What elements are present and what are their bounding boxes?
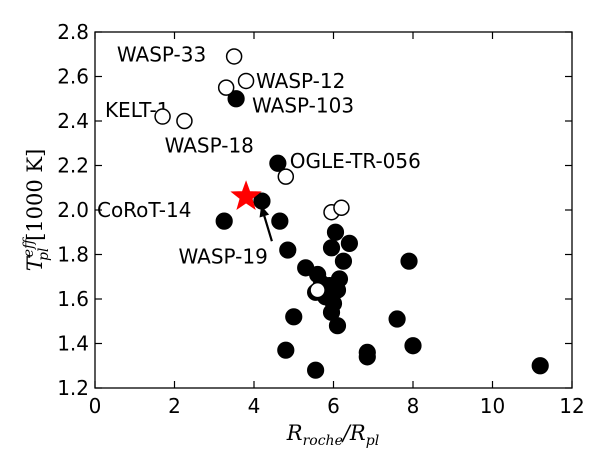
filled-data-point — [328, 317, 347, 335]
filled-data-point — [215, 212, 233, 230]
open-data-point — [333, 199, 350, 217]
y-tick-label: 2.4 — [57, 109, 89, 133]
filled-data-point — [279, 241, 297, 259]
filled-data-point — [271, 212, 289, 230]
y-tick-label: 1.8 — [57, 243, 89, 267]
planet-label: CoRoT-14 — [97, 198, 191, 222]
filled-data-point — [307, 361, 325, 379]
filled-data-point — [253, 192, 271, 210]
x-tick-label: 6 — [327, 394, 340, 418]
x-tick-label: 4 — [248, 394, 261, 418]
planet-label: WASP-18 — [165, 133, 254, 157]
y-tick-label: 2.6 — [57, 65, 89, 89]
filled-data-point — [334, 252, 353, 270]
filled-data-point — [285, 308, 303, 326]
planet-label: WASP-33 — [117, 42, 206, 66]
y-tick-label: 1.6 — [57, 287, 89, 311]
filled-data-point — [358, 348, 376, 366]
y-axis-label: Teffpl [1000 K] — [21, 149, 52, 272]
open-data-point — [237, 72, 255, 90]
filled-data-point — [322, 239, 341, 257]
open-data-point — [309, 281, 326, 299]
filled-data-point — [404, 337, 422, 355]
planet-label: WASP-19 — [178, 245, 267, 269]
open-data-point — [225, 48, 243, 65]
y-tick-label: 2.2 — [57, 154, 89, 178]
y-tick-label: 1.2 — [57, 376, 89, 400]
filled-data-point — [340, 234, 358, 252]
x-axis-label: Rroche/Rpl — [286, 421, 379, 449]
x-tick-label: 2 — [168, 394, 181, 418]
filled-data-point — [326, 223, 345, 241]
planet-label: OGLE-TR-056 — [290, 149, 421, 173]
axis-ticks: 0 2 4 6 8 10 12 1.2 1.4 1.6 1.8 2.0 2.2 2.4 2.6 2.8 — [57, 20, 585, 418]
open-data-point — [176, 112, 193, 130]
open-data-point — [277, 168, 295, 185]
y-tick-label: 2.0 — [57, 198, 89, 222]
x-tick-label: 12 — [559, 394, 584, 418]
filled-data-point — [227, 90, 245, 108]
filled-data-point — [400, 252, 418, 270]
x-tick-label: 8 — [407, 394, 420, 418]
plot-frame — [94, 31, 573, 389]
planet-label: WASP-12 — [256, 69, 345, 93]
y-tick-label: 2.8 — [57, 20, 89, 44]
planet-label: WASP-103 — [252, 93, 354, 117]
filled-data-point — [388, 310, 406, 328]
open-data-point — [154, 108, 171, 125]
star-data-point — [230, 180, 262, 210]
open-data-point — [217, 79, 235, 96]
y-tick-label: 1.4 — [57, 332, 89, 356]
filled-data-point — [277, 341, 295, 359]
filled-data-point — [269, 154, 287, 172]
filled-data-point — [531, 357, 549, 375]
x-tick-label: 10 — [480, 394, 505, 418]
data-points — [154, 48, 549, 379]
x-tick-label: 0 — [89, 394, 102, 418]
